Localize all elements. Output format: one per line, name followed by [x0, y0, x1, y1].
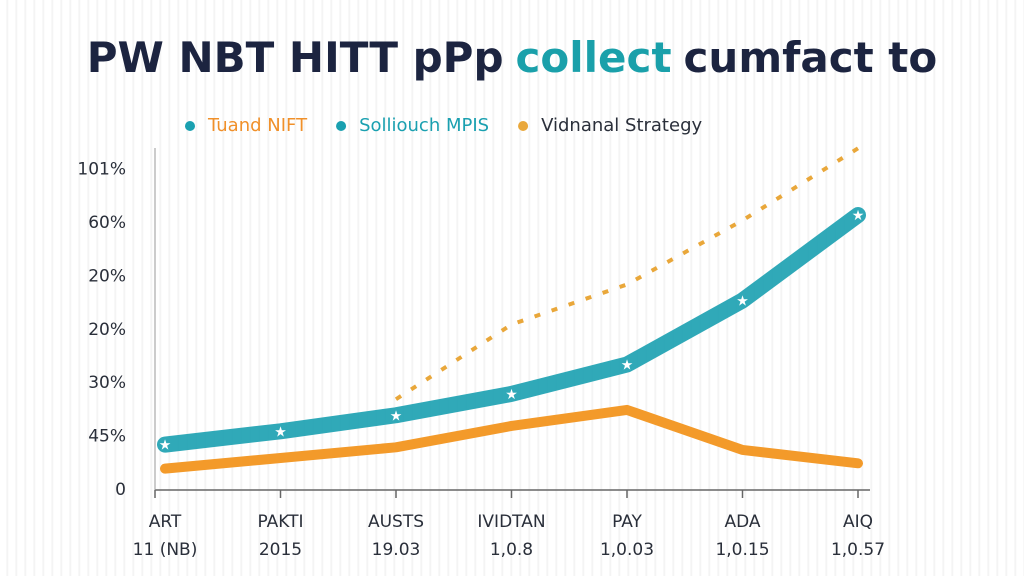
- star-marker: ★: [505, 387, 518, 403]
- x-tick-label: 2015: [259, 540, 302, 560]
- x-tick-label: 11 (NB): [133, 540, 198, 560]
- legend-label: Tuand NIFT: [207, 115, 308, 136]
- x-tick-label: 1,0.57: [831, 540, 885, 560]
- x-tick-label: 1,0.15: [715, 540, 769, 560]
- series-line: [160, 404, 863, 474]
- star-marker: ★: [852, 208, 865, 224]
- x-tick-label: AIQ: [843, 512, 873, 532]
- legend-label: Solliouch MPIS: [359, 115, 489, 136]
- x-tick-label: AUSTS: [368, 512, 424, 532]
- x-tick-label: 1,0.8: [490, 540, 533, 560]
- title-part: PW NBT HITT pPp: [87, 33, 504, 82]
- legend-dot: [185, 121, 195, 131]
- y-tick-label: 101%: [77, 160, 126, 180]
- star-marker: ★: [159, 438, 172, 454]
- y-tick-label: 30%: [88, 373, 126, 393]
- y-tick-label: 0: [115, 480, 126, 500]
- star-marker: ★: [390, 408, 403, 424]
- star-marker: ★: [274, 424, 287, 440]
- y-tick-label: 20%: [88, 266, 126, 286]
- legend-dot: [518, 121, 529, 131]
- title-part: cumfact to: [684, 33, 938, 82]
- x-tick-label: 1,0.03: [600, 540, 654, 560]
- x-tick-label: 19.03: [372, 540, 421, 560]
- y-tick-label: 45%: [88, 427, 126, 447]
- chart-title: PW NBT HITT pPp collect cumfact to: [87, 33, 937, 82]
- series-line: [157, 207, 866, 453]
- x-tick-label: ADA: [724, 512, 760, 532]
- star-marker: ★: [736, 293, 749, 309]
- star-marker: ★: [621, 358, 634, 374]
- legend-dot: [336, 121, 347, 131]
- legend-label: Vidnanal Strategy: [541, 115, 702, 136]
- x-tick-label: PAKTI: [257, 512, 303, 532]
- x-tick-label: PAY: [612, 512, 642, 532]
- series-line: [394, 146, 860, 401]
- y-tick-label: 20%: [88, 320, 126, 340]
- x-tick-label: ART: [149, 512, 182, 532]
- x-tick-label: IVIDTAN: [477, 512, 545, 532]
- y-tick-label: 60%: [88, 213, 126, 233]
- title-part: collect: [516, 33, 672, 82]
